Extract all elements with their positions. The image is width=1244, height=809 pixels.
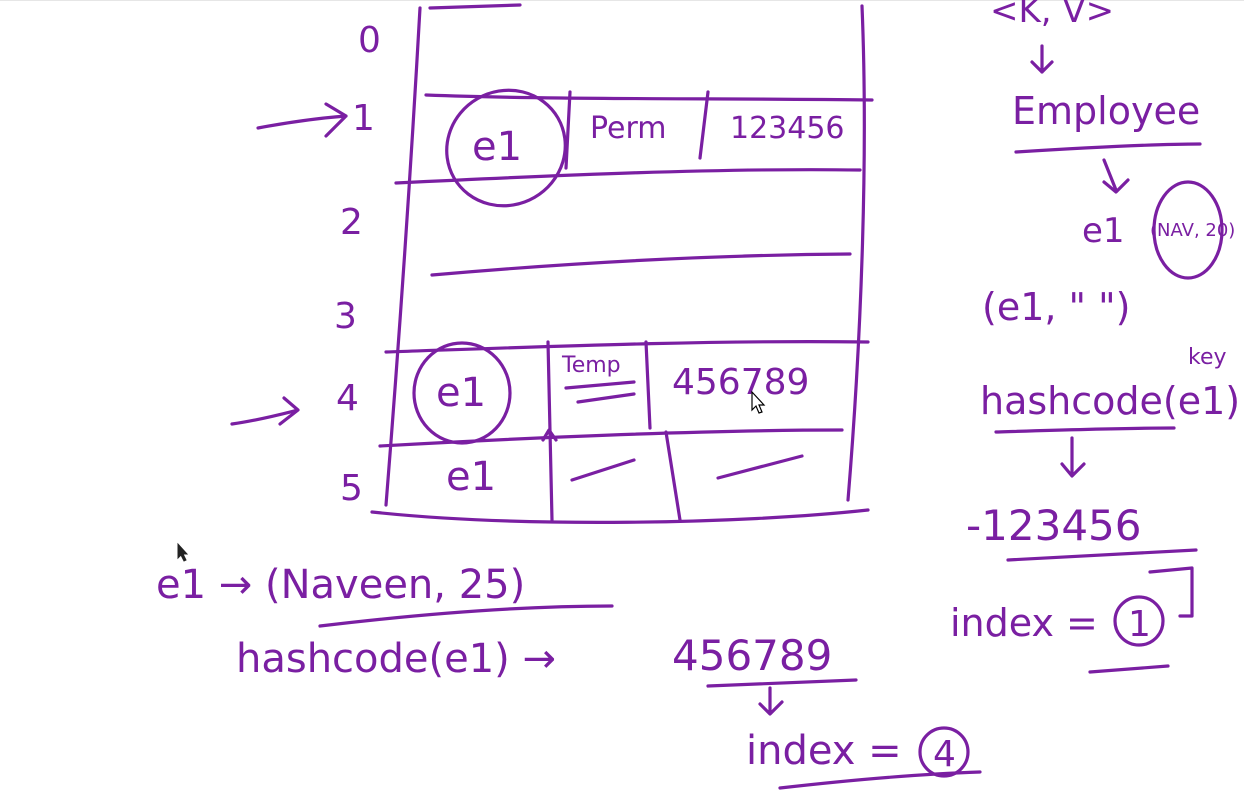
- caret-row4: [541, 428, 558, 442]
- dash-row5-value: [570, 458, 636, 482]
- hash-call: hashcode(e1): [980, 379, 1240, 423]
- index-value: 4: [933, 734, 956, 775]
- arrow-employee-to-e1: [1102, 158, 1130, 194]
- arrow-to-index-4: [758, 686, 784, 716]
- kv-label: <K, V>: [990, 0, 1114, 31]
- index-value: 1: [1128, 604, 1151, 645]
- paren-naveen-underline: [318, 604, 614, 628]
- row-line-3-top: [430, 252, 852, 277]
- put-call: (e1, " "): [982, 285, 1130, 329]
- arrow-kv-to-employee: [1030, 44, 1054, 74]
- circle-row1-key: [445, 88, 567, 208]
- bracket-mod: [1148, 566, 1194, 618]
- underline-index-1: [1088, 664, 1170, 674]
- col-line-row1-b: [698, 90, 710, 160]
- hash-value: -123456: [966, 501, 1142, 550]
- underline-index-4: [778, 770, 982, 790]
- window-top-edge: [0, 0, 1244, 1]
- col-line-row4-b: [644, 340, 652, 430]
- object-args: (NAV, 20): [1150, 220, 1235, 241]
- table-right-border: [846, 4, 866, 502]
- pointer-cursor-icon: [177, 542, 189, 562]
- cell-value: Perm: [590, 111, 667, 146]
- table-cells: e1 Perm 123456 e1 Temp 456789 e1: [436, 111, 845, 500]
- cell-hash: 456789: [672, 362, 809, 403]
- row-index: 5: [340, 468, 363, 509]
- row-index: 0: [358, 20, 381, 61]
- table-bottom-border: [370, 508, 870, 524]
- mouse-cursor-icon: [751, 390, 766, 414]
- index-label: index =: [950, 601, 1098, 645]
- paren-object-args: [1152, 180, 1224, 280]
- row-index: 1: [352, 98, 375, 139]
- underline-hash-value: [1006, 548, 1198, 562]
- bottom-notes: e1 → (Naveen, 25) hashcode(e1) → 456789 …: [156, 562, 956, 775]
- hash-table: [230, 3, 1224, 790]
- row-index: 2: [340, 202, 363, 243]
- right-notes: <K, V> Employee e1 (NAV, 20) (e1, " ") k…: [950, 0, 1240, 645]
- circle-index-1: [1113, 595, 1165, 647]
- row-indices: 0 1 2 3 4 5: [334, 20, 381, 509]
- circle-index-4: [918, 726, 970, 778]
- cell-hash: 123456: [730, 111, 845, 146]
- row-line-5-top: [378, 428, 844, 448]
- object-name: e1: [1082, 211, 1125, 251]
- index-label: index =: [746, 728, 902, 774]
- col-line-row1-a: [564, 90, 572, 170]
- row-line-1-top: [424, 93, 874, 102]
- underline-employee: [1014, 142, 1202, 154]
- object-def: e1 → (Naveen, 25): [156, 562, 525, 608]
- dash-row5-hash: [716, 454, 804, 480]
- row-index: 3: [334, 296, 357, 337]
- hash-call: hashcode(e1) →: [236, 636, 556, 682]
- underline-hashcode: [994, 426, 1176, 434]
- arrow-to-row1: [256, 102, 348, 138]
- class-name: Employee: [1012, 89, 1200, 133]
- strike-row4: [564, 380, 636, 404]
- row-line-4-top: [384, 340, 870, 354]
- table-left-border: [384, 6, 422, 507]
- key-label: key: [1188, 345, 1227, 370]
- col-line-row5-b: [664, 430, 682, 522]
- cell-key: e1: [472, 124, 522, 170]
- row-index: 4: [336, 378, 359, 419]
- cell-key: e1: [446, 454, 496, 500]
- table-top-stub: [428, 3, 522, 10]
- underline-456789: [706, 678, 858, 688]
- row-line-1-bottom: [394, 168, 862, 185]
- cell-key: e1: [436, 370, 486, 416]
- circle-row4-key: [412, 341, 512, 445]
- arrow-to-row4: [230, 396, 300, 426]
- arrow-hash-to-value: [1060, 436, 1086, 478]
- hash-value: 456789: [672, 631, 832, 680]
- cell-value: Temp: [561, 353, 621, 378]
